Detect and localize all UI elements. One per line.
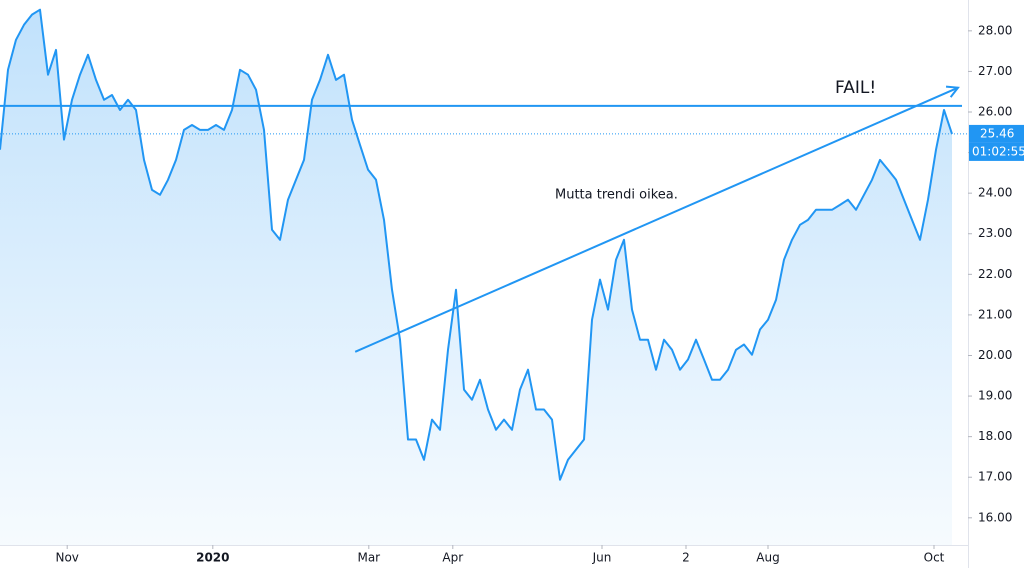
last-price-box — [969, 124, 1024, 143]
last-price-label: 25.46 — [980, 126, 1014, 140]
annotation: FAIL! — [835, 78, 876, 98]
x-tick-label: Nov — [55, 551, 78, 565]
line — [0, 8, 953, 481]
x-tick-label: Apr — [442, 551, 463, 565]
y-tick-label: 16.00 — [978, 510, 1012, 524]
y-tick-label: 17.00 — [978, 470, 1012, 484]
x-tick-label: Oct — [924, 551, 945, 565]
y-tick-label: 23.00 — [978, 226, 1012, 240]
x-tick-label: 2 — [682, 551, 690, 565]
x-tick-label: Jun — [592, 551, 612, 565]
countdown: 01:02:55 — [972, 144, 1024, 158]
trend-line — [354, 86, 959, 353]
x-tick-label: Mar — [357, 551, 380, 565]
y-tick-label: 21.00 — [978, 307, 1012, 321]
x-tick-label: 2020 — [196, 551, 229, 565]
y-tick-label: 22.00 — [978, 267, 1012, 281]
x-tick-label: Aug — [756, 551, 779, 565]
y-tick-label: 19.00 — [978, 389, 1012, 403]
area — [0, 9, 952, 545]
y-tick-label: 20.00 — [978, 348, 1012, 362]
y-tick-label: 27.00 — [978, 64, 1012, 78]
y-tick-label: 28.00 — [978, 23, 1012, 37]
countdown-box — [969, 142, 1024, 161]
annotation: Mutta trendi oikea. — [555, 188, 678, 203]
trend-arrow — [945, 85, 960, 98]
y-tick-label: 24.00 — [978, 186, 1012, 200]
y-tick-label: 26.00 — [978, 105, 1012, 119]
y-tick-label: 18.00 — [978, 429, 1012, 443]
